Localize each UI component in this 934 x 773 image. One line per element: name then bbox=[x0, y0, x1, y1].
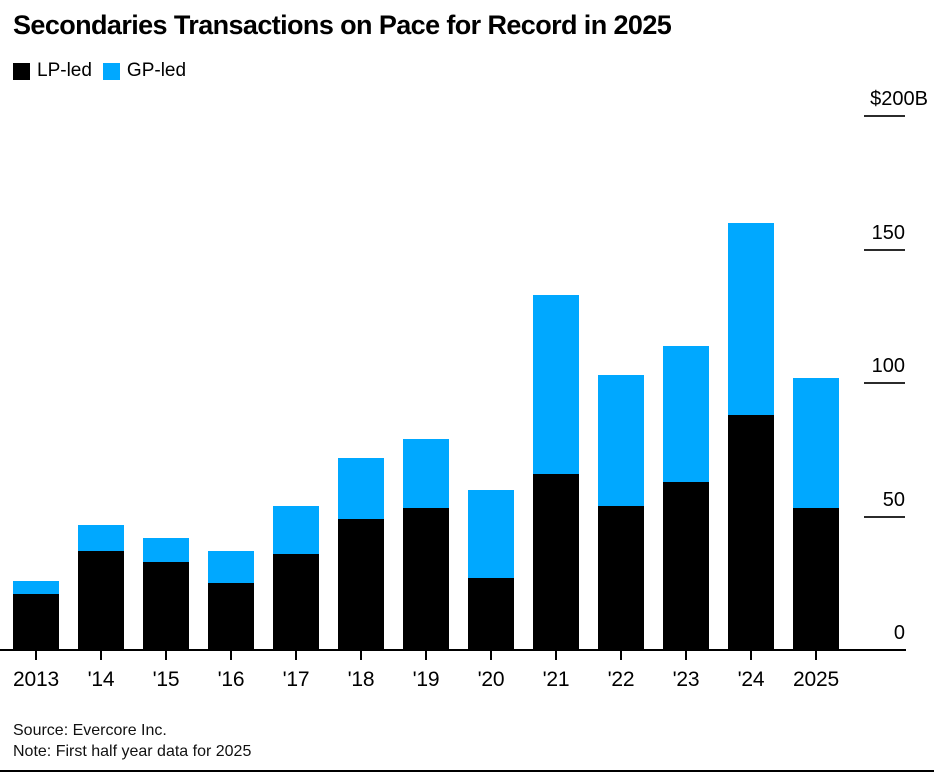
bar-segment-lp-led-19 bbox=[403, 508, 449, 650]
legend-item-gp-led: GP-led bbox=[102, 60, 187, 82]
bar-segment-gp-led-16 bbox=[208, 551, 254, 584]
x-axis-label: '24 bbox=[737, 668, 765, 691]
bar-segment-gp-led-15 bbox=[143, 537, 189, 562]
y-axis-tick bbox=[864, 248, 905, 251]
x-axis-label: 2025 bbox=[793, 668, 839, 691]
x-axis-label: 2013 bbox=[13, 668, 59, 691]
x-axis-label: '15 bbox=[152, 668, 180, 691]
x-axis-label: '16 bbox=[217, 668, 245, 691]
bar-segment-gp-led-18 bbox=[338, 457, 384, 520]
bar-segment-gp-led-14 bbox=[78, 524, 124, 552]
y-axis-tick bbox=[864, 515, 905, 518]
y-axis-tick bbox=[864, 382, 905, 384]
x-axis-tick bbox=[750, 651, 752, 660]
bar-segment-lp-led-18 bbox=[338, 519, 384, 650]
x-axis-tick bbox=[620, 651, 622, 660]
chart-footer: Source: Evercore Inc. Note: First half y… bbox=[13, 720, 251, 762]
chart-title: Secondaries Transactions on Pace for Rec… bbox=[13, 10, 672, 40]
bar-segment-gp-led-17 bbox=[273, 505, 319, 554]
bar-segment-gp-led-19 bbox=[403, 439, 449, 509]
bar-segment-lp-led-14 bbox=[78, 551, 124, 650]
bottom-divider bbox=[0, 770, 934, 772]
bar-segment-gp-led-2025 bbox=[793, 377, 839, 509]
x-axis-line bbox=[0, 649, 906, 651]
bar-segment-gp-led-2013 bbox=[13, 580, 59, 594]
x-axis-label: '19 bbox=[412, 668, 440, 691]
x-axis-tick bbox=[685, 651, 687, 660]
y-axis-label: 100 bbox=[871, 355, 905, 377]
y-axis-label: $200B bbox=[870, 88, 928, 110]
y-axis-tick bbox=[864, 115, 905, 117]
x-axis-tick bbox=[490, 651, 492, 660]
x-axis-label: '14 bbox=[87, 668, 115, 691]
lp-led-swatch-icon bbox=[13, 62, 30, 80]
bar-segment-lp-led-22 bbox=[598, 505, 644, 650]
x-axis-label: '23 bbox=[672, 668, 700, 691]
gp-led-swatch-icon bbox=[102, 62, 120, 80]
x-axis-tick bbox=[35, 651, 37, 660]
bar-segment-lp-led-15 bbox=[143, 561, 189, 650]
bar-segment-gp-led-20 bbox=[468, 489, 514, 578]
y-axis-label: 0 bbox=[893, 622, 905, 644]
y-axis-label: 50 bbox=[882, 488, 905, 511]
x-axis-tick bbox=[815, 651, 817, 660]
bar-segment-lp-led-17 bbox=[273, 553, 319, 650]
x-axis-label: '21 bbox=[542, 668, 570, 691]
x-axis-label: '22 bbox=[607, 668, 635, 691]
bar-segment-lp-led-24 bbox=[728, 415, 774, 650]
bar-segment-lp-led-23 bbox=[663, 481, 709, 650]
bar-segment-gp-led-21 bbox=[533, 294, 579, 474]
bar-segment-lp-led-20 bbox=[468, 577, 514, 650]
y-axis-label: 150 bbox=[871, 221, 905, 244]
note-text: Note: First half year data for 2025 bbox=[13, 743, 252, 760]
legend-label-gp-led: GP-led bbox=[126, 60, 187, 81]
bar-segment-gp-led-22 bbox=[598, 374, 644, 506]
x-axis-tick bbox=[360, 651, 362, 660]
bar-segment-gp-led-23 bbox=[663, 345, 709, 482]
bar-segment-gp-led-24 bbox=[728, 222, 774, 416]
x-axis-tick bbox=[555, 651, 557, 660]
x-axis-tick bbox=[100, 651, 102, 660]
source-text: Source: Evercore Inc. bbox=[13, 722, 167, 739]
bar-segment-lp-led-2013 bbox=[13, 593, 59, 650]
legend-item-lp-led: LP-led bbox=[13, 60, 92, 82]
bar-segment-lp-led-2025 bbox=[793, 508, 839, 650]
bar-segment-lp-led-16 bbox=[208, 583, 254, 650]
x-axis-label: '17 bbox=[282, 668, 310, 691]
chart-legend: LP-led GP-led bbox=[13, 60, 186, 82]
x-axis-tick bbox=[230, 651, 232, 660]
legend-label-lp-led: LP-led bbox=[37, 60, 92, 81]
x-axis-tick bbox=[425, 651, 427, 660]
x-axis-tick bbox=[295, 651, 297, 660]
x-axis-label: '20 bbox=[477, 668, 505, 691]
bar-segment-lp-led-21 bbox=[533, 473, 579, 650]
x-axis-label: '18 bbox=[347, 668, 375, 691]
x-axis-tick bbox=[165, 651, 167, 660]
